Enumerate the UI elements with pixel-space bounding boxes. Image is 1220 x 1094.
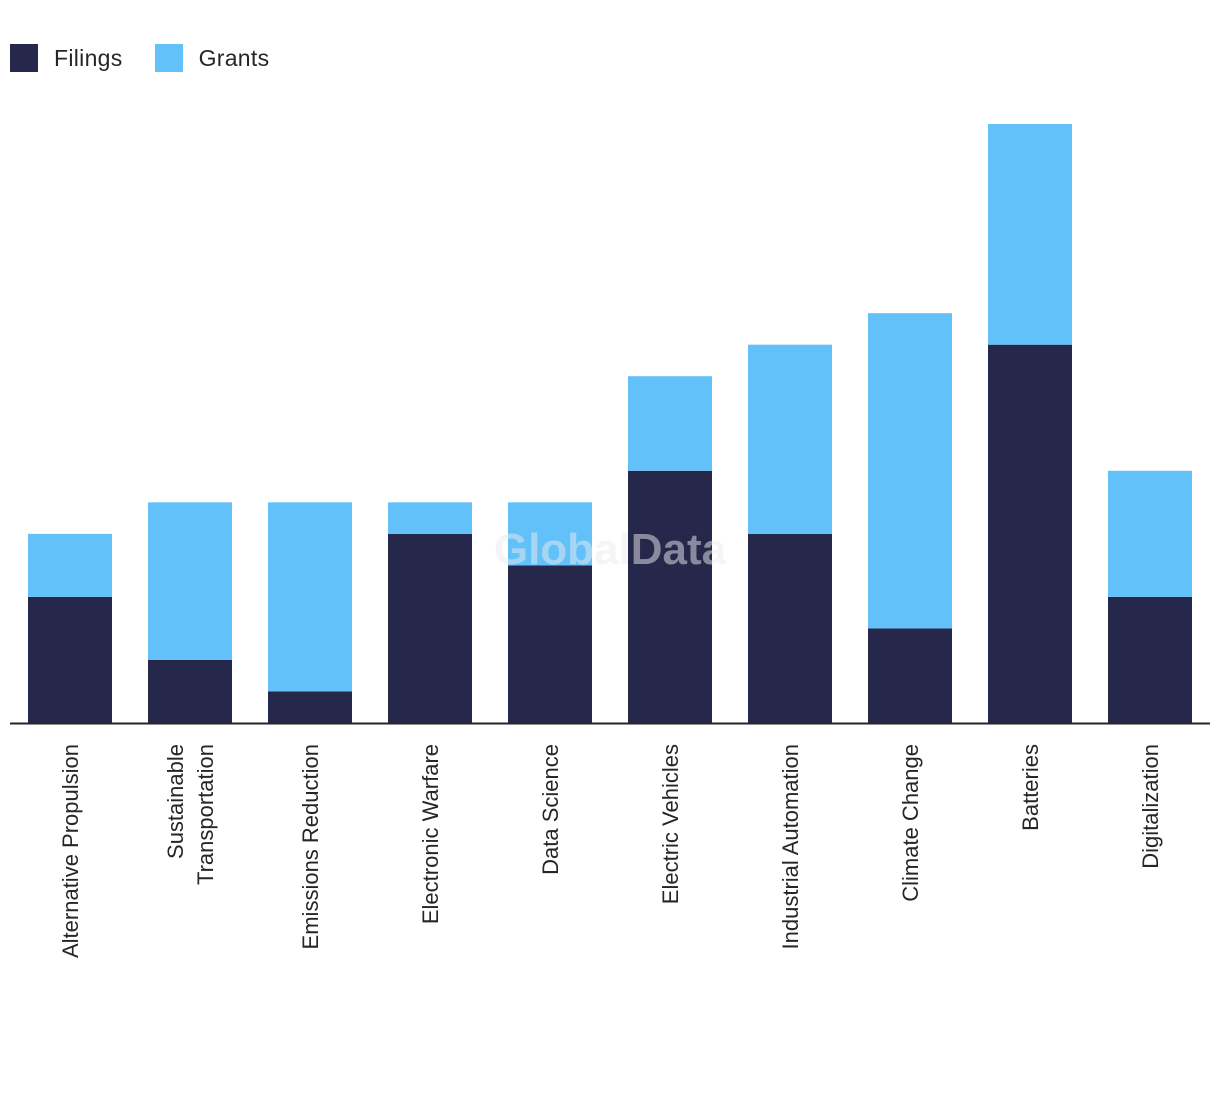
legend-swatch-filings <box>10 44 38 72</box>
category-label-line: Data Science <box>538 744 563 875</box>
category-label-climate-change: Climate Change <box>898 744 923 902</box>
bar-filings-emissions-reduction <box>268 691 352 723</box>
category-label-line: Electronic Warfare <box>418 744 443 924</box>
bar-grants-industrial-automation <box>748 344 832 534</box>
category-label-line: Sustainable <box>163 744 188 859</box>
bar-filings-climate-change <box>868 628 952 723</box>
bar-grants-sustainable-transportation <box>148 502 232 660</box>
bar-grants-batteries <box>988 124 1072 345</box>
legend-label-grants: Grants <box>198 44 270 71</box>
category-label-line: Emissions Reduction <box>298 744 323 949</box>
category-label-emissions-reduction: Emissions Reduction <box>298 744 323 949</box>
category-label-line: Transportation <box>193 744 218 885</box>
bar-grants-digitalization <box>1108 470 1192 597</box>
category-label-industrial-automation: Industrial Automation <box>778 744 803 949</box>
bar-grants-climate-change <box>868 313 952 629</box>
bar-filings-alternative-propulsion <box>28 596 112 723</box>
bar-filings-electronic-warfare <box>388 533 472 723</box>
category-label-line: Electric Vehicles <box>658 744 683 904</box>
category-label-sustainable-transportation: Sustainable Transportation <box>163 744 218 885</box>
category-label-digitalization: Digitalization <box>1138 744 1163 869</box>
chart-legend: Filings Grants <box>10 44 301 72</box>
bar-filings-digitalization <box>1108 596 1192 723</box>
bar-grants-emissions-reduction <box>268 502 352 692</box>
category-label-line: Alternative Propulsion <box>58 744 83 958</box>
bar-filings-data-science <box>508 565 592 723</box>
bar-filings-electric-vehicles <box>628 470 712 723</box>
legend-item-grants: Grants <box>154 44 270 72</box>
bar-grants-alternative-propulsion <box>28 533 112 597</box>
legend-item-filings: Filings <box>10 44 123 72</box>
category-label-electric-vehicles: Electric Vehicles <box>658 744 683 904</box>
bar-grants-data-science <box>508 502 592 566</box>
category-labels-group: Alternative Propulsion Sustainable Transpo… <box>58 744 1163 958</box>
legend-label-filings: Filings <box>54 44 123 71</box>
bar-filings-industrial-automation <box>748 533 832 723</box>
category-label-alternative-propulsion: Alternative Propulsion <box>58 744 83 958</box>
bar-filings-sustainable-transportation <box>148 659 232 723</box>
bar-filings-batteries <box>988 344 1072 723</box>
category-label-electronic-warfare: Electronic Warfare <box>418 744 443 924</box>
category-label-line: Digitalization <box>1138 744 1163 869</box>
category-label-data-science: Data Science <box>538 744 563 875</box>
bar-grants-electronic-warfare <box>388 502 472 534</box>
bar-grants-electric-vehicles <box>628 376 712 471</box>
category-label-line: Industrial Automation <box>778 744 803 949</box>
category-label-line: Batteries <box>1018 744 1043 831</box>
category-label-batteries: Batteries <box>1018 744 1043 831</box>
category-label-line: Climate Change <box>898 744 923 902</box>
watermark-text: GlobalData <box>494 525 727 574</box>
bars-group <box>28 124 1192 723</box>
legend-swatch-grants <box>154 44 183 72</box>
